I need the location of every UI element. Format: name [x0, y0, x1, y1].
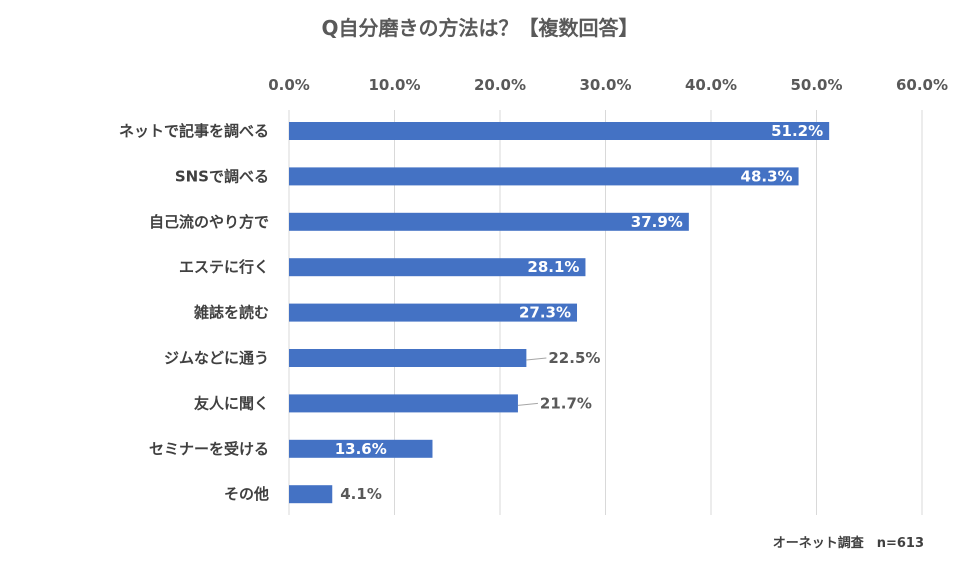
- category-label: ジムなどに通う: [164, 349, 269, 367]
- data-label: 27.3%: [519, 304, 571, 322]
- category-label: その他: [224, 485, 269, 503]
- x-tick-label: 40.0%: [685, 76, 737, 94]
- category-label: ネットで記事を調べる: [119, 122, 269, 140]
- bar: [289, 394, 518, 413]
- data-label: 51.2%: [771, 122, 823, 140]
- category-labels: ネットで記事を調べる SNSで調べる自己流のやり方でエステに行く雑誌を読むジムなど…: [119, 122, 269, 503]
- category-label: 雑誌を読む: [193, 304, 269, 322]
- category-label: 自己流のやり方で: [149, 213, 269, 231]
- x-tick-label: 50.0%: [790, 76, 842, 94]
- data-labels: 51.2% 48.3% 37.9% 28.1% 27.3% 22.5% 21.7% 13.6%…: [335, 122, 823, 503]
- x-tick-label: 60.0%: [896, 76, 948, 94]
- bar: [289, 258, 586, 277]
- x-tick-label: 20.0%: [474, 76, 526, 94]
- bar: [289, 349, 527, 367]
- category-label: セミナーを受ける: [149, 440, 269, 458]
- category-label: エステに行く: [179, 258, 269, 276]
- data-label: 37.9%: [631, 213, 683, 231]
- data-label: 28.1%: [527, 258, 579, 276]
- bar: [289, 485, 333, 504]
- x-tick-label: 0.0%: [268, 76, 310, 94]
- x-tick-label: 10.0%: [368, 76, 420, 94]
- data-label: 13.6%: [335, 440, 387, 458]
- x-tick-label: 30.0%: [579, 76, 631, 94]
- data-label: 22.5%: [548, 349, 600, 367]
- category-label: 友人に聞く: [194, 394, 269, 412]
- survey-footnote: オーネット調査 n=613: [772, 536, 924, 551]
- bar: [289, 122, 830, 140]
- data-label: 4.1%: [340, 485, 382, 503]
- leader-line: [526, 357, 547, 361]
- leader-line: [517, 402, 538, 406]
- bar: [289, 212, 689, 231]
- bar: [289, 167, 799, 186]
- bars: [289, 122, 830, 504]
- chart-title: Q自分磨きの方法は？【複数回答】: [321, 16, 639, 40]
- category-label: SNSで調べる: [175, 167, 269, 185]
- bar: [289, 303, 578, 322]
- data-label: 48.3%: [741, 167, 793, 185]
- data-label: 21.7%: [540, 394, 592, 412]
- x-axis-ticks: 0.0% 10.0% 20.0% 30.0% 40.0% 50.0% 60.0%: [268, 76, 948, 94]
- bar: [289, 439, 433, 458]
